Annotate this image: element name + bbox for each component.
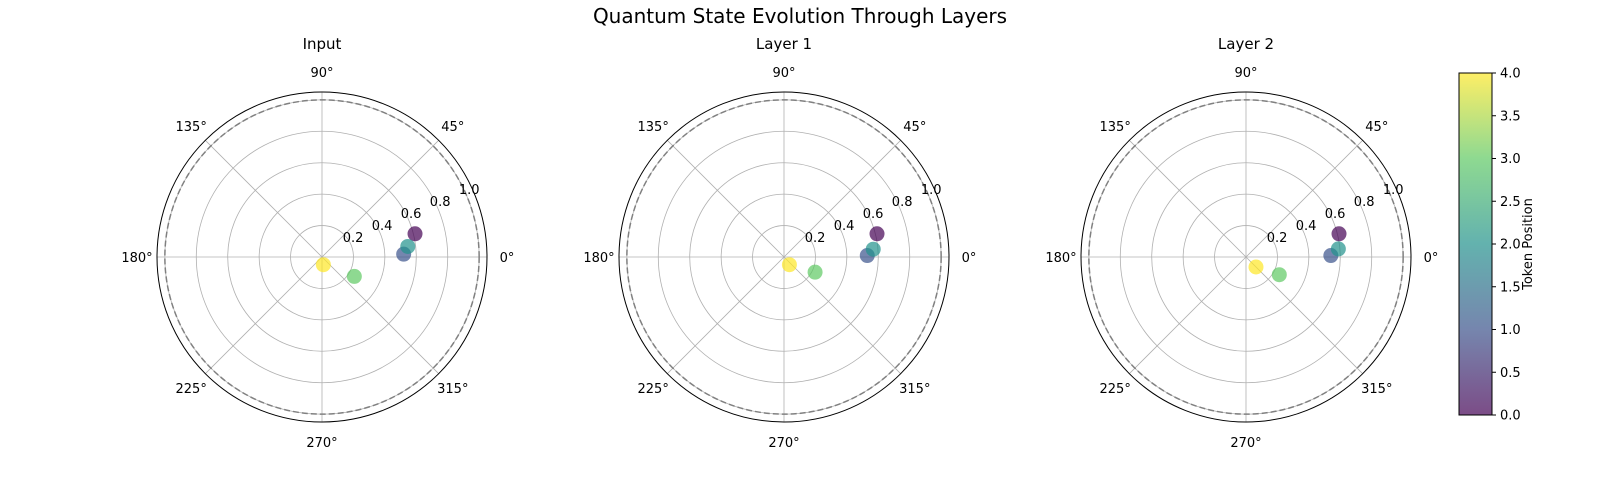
theta-tick-label: 270° xyxy=(306,436,337,451)
polar-panel-0: 0° 45° 90° 135° 180° 225° 270° 315° 0.2 0.4 0.6 0.8… xyxy=(121,66,514,451)
theta-tick-label: 180° xyxy=(1045,251,1076,266)
panel-title-layer-2: Layer 2 xyxy=(1217,35,1275,53)
colorbar-tick-label: 2.5 xyxy=(1500,195,1521,210)
theta-tick-label: 135° xyxy=(176,120,207,135)
r-tick-label: 0.4 xyxy=(834,219,855,234)
theta-tick-label: 0° xyxy=(962,251,977,266)
unit-circle xyxy=(626,99,942,415)
theta-tick-label: 90° xyxy=(772,66,795,81)
theta-tick-label: 270° xyxy=(1230,436,1261,451)
r-tick-label: 0.4 xyxy=(372,219,393,234)
theta-tick-label: 90° xyxy=(1234,66,1257,81)
r-tick-label: 0.2 xyxy=(343,231,364,246)
theta-grid-line xyxy=(667,256,785,374)
unit-circle xyxy=(164,99,480,415)
theta-tick-label: 315° xyxy=(437,382,468,397)
data-point-token-0 xyxy=(407,226,423,242)
theta-grid-line xyxy=(321,140,439,258)
polar-spine xyxy=(1080,91,1412,423)
r-tick-label: 1.0 xyxy=(459,183,480,198)
theta-grid-line xyxy=(1129,140,1247,258)
theta-tick-label: 225° xyxy=(176,382,207,397)
polar-spine xyxy=(618,91,950,423)
colorbar-tick-label: 1.0 xyxy=(1500,323,1521,338)
theta-tick-label: 180° xyxy=(583,251,614,266)
theta-grid-line xyxy=(321,256,439,374)
data-point-token-3 xyxy=(807,264,823,280)
data-point-token-4 xyxy=(1248,259,1264,275)
r-tick-label: 0.6 xyxy=(1325,207,1346,222)
theta-tick-label: 45° xyxy=(903,120,926,135)
r-tick-label: 0.2 xyxy=(805,231,826,246)
colorbar-tick-label: 0.0 xyxy=(1500,409,1521,424)
r-tick-label: 0.4 xyxy=(1296,219,1317,234)
data-point-token-2 xyxy=(1330,241,1346,257)
data-point-token-4 xyxy=(781,257,797,273)
theta-tick-label: 45° xyxy=(1365,120,1388,135)
theta-grid-line xyxy=(1245,256,1363,374)
theta-grid-line xyxy=(205,256,323,374)
colorbar-tick-label: 3.0 xyxy=(1500,152,1521,167)
theta-tick-label: 225° xyxy=(638,382,669,397)
r-tick-label: 1.0 xyxy=(1383,183,1404,198)
r-tick-label: 0.2 xyxy=(1267,231,1288,246)
polar-spine xyxy=(156,91,488,423)
theta-tick-label: 135° xyxy=(638,120,669,135)
theta-tick-label: 90° xyxy=(310,66,333,81)
theta-tick-label: 315° xyxy=(899,382,930,397)
colorbar-fill xyxy=(1459,73,1492,415)
r-tick-label: 0.8 xyxy=(430,195,451,210)
colorbar-tick-label: 4.0 xyxy=(1500,67,1521,82)
theta-grid-line xyxy=(1129,256,1247,374)
panel-title-input: Input xyxy=(302,35,342,53)
polar-panel-1: 0° 45° 90° 135° 180° 225° 270° 315° 0.2 0.4 0.6 0.8… xyxy=(583,66,976,451)
theta-grid-line xyxy=(667,140,785,258)
r-tick-label: 0.6 xyxy=(863,207,884,222)
data-point-token-0 xyxy=(1331,226,1347,242)
unit-circle xyxy=(1088,99,1404,415)
theta-tick-label: 135° xyxy=(1100,120,1131,135)
colorbar-tick-label: 1.5 xyxy=(1500,280,1521,295)
theta-grid-line xyxy=(205,140,323,258)
colorbar-tick-label: 0.5 xyxy=(1500,366,1521,381)
polar-panel-2: 0° 45° 90° 135° 180° 225° 270° 315° 0.2 0.4 0.6 0.8… xyxy=(1045,66,1438,451)
data-point-token-2 xyxy=(400,238,416,254)
theta-tick-label: 0° xyxy=(1424,251,1439,266)
panel-title-layer-1: Layer 1 xyxy=(755,35,813,53)
data-point-token-4 xyxy=(315,257,331,273)
data-point-token-3 xyxy=(346,268,362,284)
data-point-token-3 xyxy=(1271,267,1287,283)
theta-grid-line xyxy=(1245,140,1363,258)
theta-tick-label: 225° xyxy=(1100,382,1131,397)
colorbar-tick-label: 2.0 xyxy=(1500,238,1521,253)
theta-tick-label: 45° xyxy=(441,120,464,135)
colorbar-tick-label: 3.5 xyxy=(1500,109,1521,124)
theta-tick-label: 0° xyxy=(500,251,515,266)
theta-tick-label: 315° xyxy=(1361,382,1392,397)
r-tick-label: 0.8 xyxy=(892,195,913,210)
theta-tick-label: 270° xyxy=(768,436,799,451)
theta-tick-label: 180° xyxy=(121,251,152,266)
r-tick-label: 1.0 xyxy=(921,183,942,198)
r-tick-label: 0.6 xyxy=(401,207,422,222)
theta-grid-line xyxy=(783,140,901,258)
r-tick-label: 0.8 xyxy=(1354,195,1375,210)
data-point-token-2 xyxy=(865,241,881,257)
data-point-token-0 xyxy=(869,226,885,242)
figure-title: Quantum State Evolution Through Layers xyxy=(592,4,1008,28)
theta-grid-line xyxy=(783,256,901,374)
colorbar-label: Token Position xyxy=(1521,198,1536,291)
